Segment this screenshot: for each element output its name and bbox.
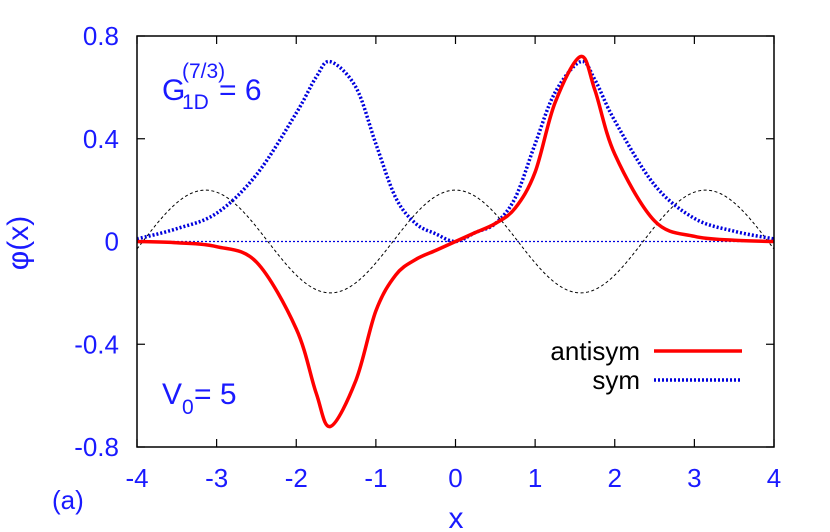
plot-frame [136,35,775,448]
x-tick-label: -3 [205,463,228,493]
series-line-sym [136,59,775,244]
x-tick-label: 1 [528,463,542,493]
x-tick-label: 2 [608,463,622,493]
y-tick-label: -0.8 [74,432,119,462]
legend: antisym sym [550,336,742,395]
series-layer [136,54,775,429]
x-tick-label: 0 [448,463,462,493]
g-annotation-value: = 6 [219,74,262,107]
y-tick-label: 0.8 [83,21,119,51]
x-tick-label: -1 [364,463,387,493]
potential-curve [136,189,775,294]
v-annotation-base: V [162,378,182,411]
legend-label-antisym: antisym [550,336,640,366]
y-axis-label: φ(x) [2,216,35,270]
x-tick-label: -4 [125,463,148,493]
legend-label-sym: sym [592,365,640,395]
x-tick-label: 4 [767,463,781,493]
g-annotation-superscript: (7/3) [182,60,225,83]
g-annotation: G (7/3) 1D = 6 [162,60,262,114]
g-annotation-subscript: 1D [182,91,209,114]
g-annotation-base: G [162,74,185,107]
v-annotation-value: = 5 [194,378,237,411]
tick-labels: -4 -3 -2 -1 0 1 2 3 4 -0.8 -0.4 0 0.4 0.8 [74,21,781,493]
v-annotation-subscript: 0 [182,396,194,419]
y-tick-label: -0.4 [74,329,119,359]
x-axis-label: x [449,502,464,532]
v-annotation: V 0 = 5 [162,378,237,419]
x-tick-label: 3 [687,463,701,493]
y-tick-label: 0 [105,227,119,257]
series-line-antisym [136,54,775,429]
x-tick-label: -2 [285,463,308,493]
y-tick-label: 0.4 [83,124,119,154]
panel-label: (a) [52,485,84,515]
